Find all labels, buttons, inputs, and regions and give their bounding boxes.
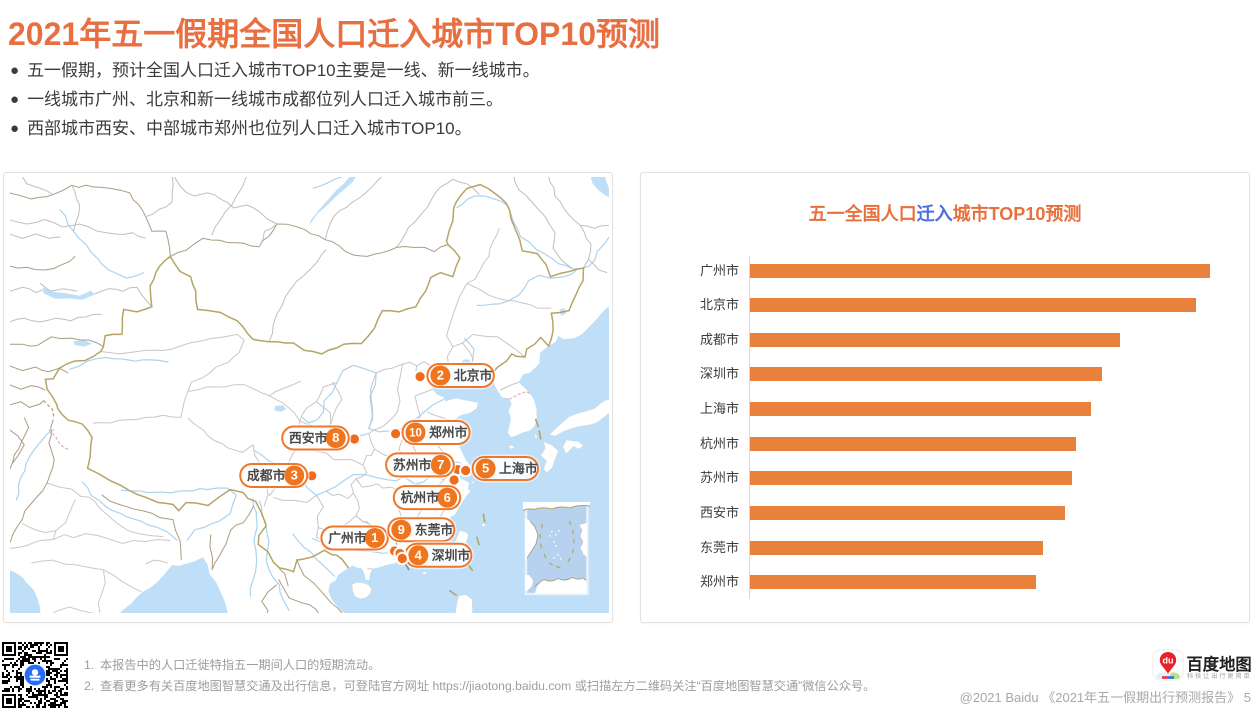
svg-text:10: 10 [409,428,422,440]
svg-text:2: 2 [437,368,444,383]
svg-text:深圳市: 深圳市 [432,548,471,563]
svg-text:科技让出行更简单: 科技让出行更简单 [1187,672,1252,680]
svg-text:du: du [1163,656,1174,666]
svg-text:上海市: 上海市 [499,461,538,476]
svg-text:8: 8 [332,430,339,445]
svg-text:苏州市: 苏州市 [393,458,432,473]
svg-text:3: 3 [291,468,298,483]
svg-text:东莞市: 东莞市 [415,522,454,537]
svg-text:百度地图: 百度地图 [1187,655,1252,674]
svg-text:1: 1 [371,530,378,545]
svg-text:7: 7 [437,457,444,472]
svg-text:西安市: 西安市 [289,431,328,446]
svg-text:4: 4 [415,547,423,562]
svg-text:6: 6 [444,490,451,505]
svg-text:杭州市: 杭州市 [401,490,440,505]
svg-text:成都市: 成都市 [247,468,286,483]
svg-text:北京市: 北京市 [454,368,493,383]
svg-text:广州市: 广州市 [328,531,367,546]
svg-text:郑州市: 郑州市 [429,425,468,440]
svg-text:9: 9 [398,522,405,537]
svg-text:5: 5 [482,461,489,476]
